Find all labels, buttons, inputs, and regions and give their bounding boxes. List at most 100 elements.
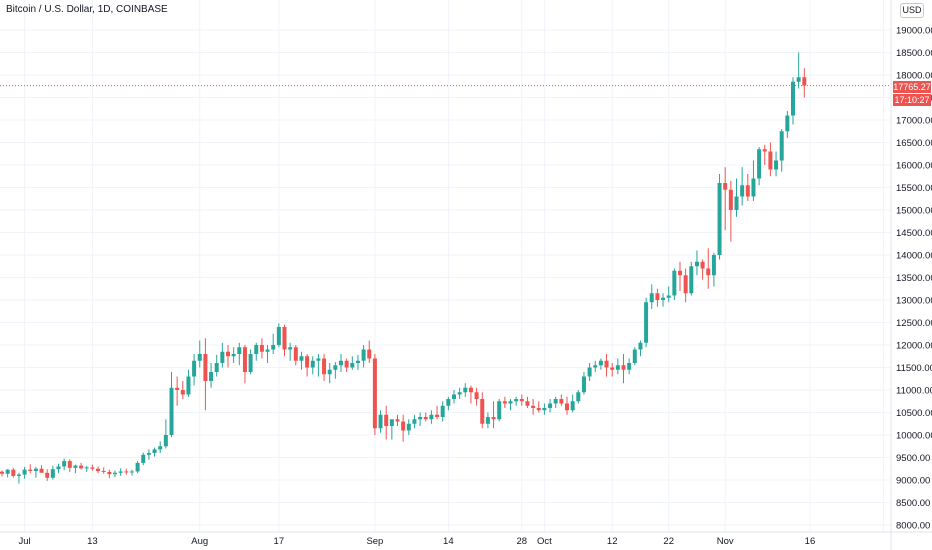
candle [16,472,21,484]
candle [79,462,84,470]
candle-body [355,360,360,363]
price-tick-label: 19000.00 [896,26,932,37]
candle-body [254,345,259,354]
candle-body [209,372,214,381]
candle-body [694,261,699,267]
candle [644,297,649,348]
candle [327,363,332,384]
candle-body [593,365,598,368]
candle-body [576,392,581,402]
time-tick-label: Sep [366,536,383,547]
candle [440,401,445,422]
candle-body [446,399,451,406]
currency-button[interactable]: USD [900,3,924,18]
candle [169,372,174,438]
candle-body [779,131,784,161]
candle-body [468,387,473,393]
candle-body [497,401,502,420]
candle-body [525,401,530,406]
candle-body [16,474,21,476]
price-tick-label: 17000.00 [896,116,932,127]
candle-body [220,351,225,363]
candle-body [429,414,434,420]
candle-body [259,345,264,352]
candle [11,467,16,478]
price-tick-label: 12000.00 [896,341,932,352]
candle-body [73,465,78,468]
candle [67,459,72,472]
candle [717,174,722,260]
candle [728,180,733,242]
candle-body [101,471,106,472]
candle [186,369,191,397]
candle-body [683,275,688,294]
candle [209,363,214,388]
candle-body [508,401,513,404]
candle [180,381,185,399]
candle-body [661,297,666,300]
candle [474,387,479,406]
candle-body [5,469,10,474]
candle-body [791,81,795,116]
candle [519,394,524,406]
candle-body [514,399,519,402]
time-tick-label: 14 [443,536,454,547]
price-tick-label: 10500.00 [896,408,932,419]
candle-body [762,149,767,152]
candle [242,345,247,384]
last-price-tag: 17765.27 [893,81,931,93]
candle-body [11,469,16,476]
candle [745,174,750,201]
candle-body [372,358,377,429]
candle [423,412,428,422]
candle [435,405,440,420]
candle [129,469,134,476]
candle [412,414,417,429]
candle [508,399,513,411]
candle [581,372,586,395]
candle-body [723,183,728,190]
candle [711,252,716,287]
candle-body [435,414,440,417]
price-tick-label: 8500.00 [896,498,930,509]
candle-body [175,387,180,390]
candle [152,447,157,457]
candle-body [197,354,202,361]
candle [706,248,711,289]
candle-body [333,365,338,370]
grid-lines [0,0,891,532]
candle-body [491,417,496,420]
price-axis[interactable]: 8000.00 8500.00 9000.00 9500.00 10000.00 1050… [896,26,932,532]
candle-body [67,461,72,468]
candle-body [327,369,332,375]
price-tick-label: 18500.00 [896,48,932,59]
candle-body [480,399,485,424]
price-tick-label: 16500.00 [896,138,932,149]
candle [723,167,728,231]
candle-body [757,149,762,179]
time-axis[interactable]: Jul 13 Aug 17 Sep 14 28 Oct 12 22 Nov 16 [19,536,816,547]
candle-body [271,345,276,350]
candle [344,358,349,372]
time-tick-label: Nov [717,536,734,547]
time-tick-label: 12 [607,536,618,547]
candle [50,465,55,480]
candle [384,405,389,440]
time-tick-label: Oct [537,536,552,547]
time-tick-label: 16 [805,536,816,547]
candle-body [700,261,705,269]
candle-body [169,387,174,435]
candle [598,358,603,370]
price-tick-label: 12500.00 [896,318,932,329]
candle-body [180,390,185,395]
candle-body [79,465,84,469]
price-tick-label: 13500.00 [896,273,932,284]
time-tick-label: Aug [191,536,208,547]
candle-body [56,466,61,470]
candle [497,399,502,422]
candle [632,347,637,366]
candle-body [717,183,722,255]
candle-body [751,178,756,197]
candle [367,340,372,363]
